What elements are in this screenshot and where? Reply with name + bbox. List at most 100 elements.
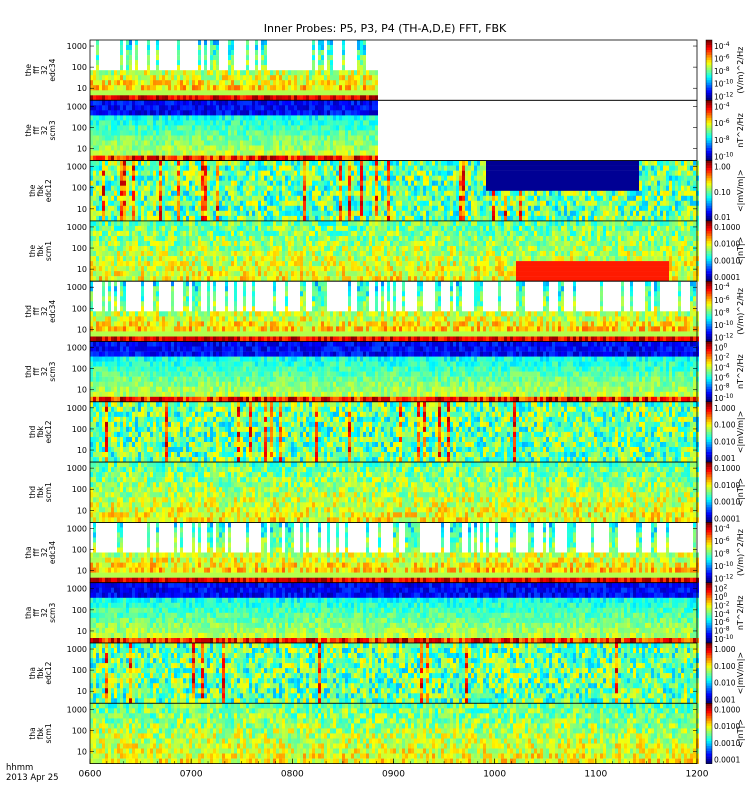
heatmap-thd_fff_32_edc34 xyxy=(90,281,699,342)
colorbar-tick-label: 10-8 xyxy=(714,383,730,393)
y-tick-label: 100 xyxy=(72,726,87,735)
y-axis-label-tha_fff_32_scm3: tha fff 32 scm3 xyxy=(24,603,57,623)
colorbar-tick-label: 0.0001 xyxy=(714,514,740,523)
colorbar-unit-label: (V/m)^2/Hz xyxy=(736,288,745,335)
colorbar-tick-label: 0.100 xyxy=(714,421,736,430)
heatmap-thd_fff_32_scm3 xyxy=(90,342,699,403)
y-axis-label-the_fff_32_edc34: the fff 32 edc34 xyxy=(24,58,57,81)
y-tick-label: 10 xyxy=(77,205,87,214)
colorbar-tick-label: 0.010 xyxy=(714,679,736,688)
colorbar-tick-label: 0.010 xyxy=(714,437,736,446)
colorbar-tick-label: 1.00 xyxy=(714,163,731,172)
heatmap-tha_fff_32_edc34 xyxy=(90,522,699,583)
colorbar-tick-label: 10-10 xyxy=(714,79,734,89)
colorbar-tick-label: 0.001 xyxy=(714,454,736,463)
y-tick-label: 1000 xyxy=(67,464,87,473)
colorbar-tick-label: 100 xyxy=(714,343,728,353)
y-tick-label: 10 xyxy=(77,84,87,93)
y-tick-label: 1000 xyxy=(67,344,87,353)
y-tick-label: 100 xyxy=(72,606,87,615)
y-tick-label: 10 xyxy=(77,627,87,636)
x-axis-label: hhmm xyxy=(6,763,33,773)
colorbar-tick-label: 10-12 xyxy=(714,333,734,343)
y-axis-label-the_fbk_edc12: the fbk edc12 xyxy=(28,179,53,202)
y-tick-label: 1000 xyxy=(67,705,87,714)
colorbar-tick-label: 10-4 xyxy=(714,363,730,373)
colorbar-tick-label: 0.0001 xyxy=(714,756,740,765)
y-axis-label-part: scm3 xyxy=(48,603,57,623)
figure-title: Inner Probes: P5, P3, P4 (TH-A,D,E) FFT,… xyxy=(264,22,507,35)
y-tick-label: 10 xyxy=(77,386,87,395)
y-tick-label: 100 xyxy=(72,546,87,555)
y-axis-label-part: edc34 xyxy=(48,58,57,81)
y-axis-label-thd_fff_32_edc34: thd fff 32 edc34 xyxy=(24,300,57,323)
colorbar-tick-label: 0.01 xyxy=(714,213,731,222)
colorbar-unit-label: (V/m)^2/Hz xyxy=(736,529,745,576)
colorbar-tick-label: 0.0001 xyxy=(714,273,740,282)
y-tick-label: 1000 xyxy=(67,524,87,533)
y-tick-label: 1000 xyxy=(67,585,87,594)
colorbar-tick-label: 10-12 xyxy=(714,574,734,584)
y-tick-label: 10 xyxy=(77,506,87,515)
y-axis-label-part: scm1 xyxy=(44,241,53,261)
y-axis-label-part: edc12 xyxy=(44,420,53,443)
y-tick-label: 10 xyxy=(77,748,87,757)
colorbar-tick-label: 10-6 xyxy=(714,295,730,305)
y-axis-label-part: edc12 xyxy=(44,179,53,202)
colorbar-unit-label: nT^2/Hz xyxy=(736,113,745,148)
heatmap-the_fff_32_scm3 xyxy=(90,100,378,161)
colorbar-tick-label: 0.1000 xyxy=(714,464,740,473)
y-tick-label: 1000 xyxy=(67,223,87,232)
y-axis-label-thd_fbk_scm1: thd fbk scm1 xyxy=(28,482,53,502)
colorbar-tick-label: 10-2 xyxy=(714,353,730,363)
colorbar-tick-label: 10-8 xyxy=(714,135,730,145)
colorbar-the_fbk_edc12: 1.000.100.01<|mV/m|> xyxy=(706,161,745,222)
colorbar-tick-label: 10-8 xyxy=(714,307,730,317)
y-axis-label-part: edc12 xyxy=(44,661,53,684)
colorbar-tick-label: 0.10 xyxy=(714,188,731,197)
x-tick-label: 1000 xyxy=(483,770,506,780)
colorbar-tick-label: 0.100 xyxy=(714,662,736,671)
y-tick-label: 10 xyxy=(77,567,87,576)
heatmap-tha_fff_32_scm3 xyxy=(90,583,699,644)
x-tick-label: 0900 xyxy=(382,770,405,780)
y-tick-label: 1000 xyxy=(67,163,87,172)
y-tick-label: 100 xyxy=(72,304,87,313)
y-tick-label: 10 xyxy=(77,687,87,696)
y-axis-label-part: scm1 xyxy=(44,482,53,502)
colorbar-tick-label: 10-12 xyxy=(714,91,734,101)
y-axis-label-tha_fff_32_edc34: tha fff 32 edc34 xyxy=(24,541,57,564)
colorbar-tick-label: 10-10 xyxy=(714,393,734,403)
y-tick-label: 100 xyxy=(72,244,87,253)
colorbar-unit-label: <|mV/m|> xyxy=(736,652,745,695)
y-tick-label: 100 xyxy=(72,485,87,494)
colorbar-tick-label: 10-6 xyxy=(714,54,730,64)
colorbar-tick-label: 0.001 xyxy=(714,695,736,704)
colorbar-unit-label: (V/m)^2/Hz xyxy=(736,47,745,94)
colorbar-tick-label: 10-6 xyxy=(714,536,730,546)
colorbar-tick-label: 0.1000 xyxy=(714,705,740,714)
colorbar-tick-label: 10-6 xyxy=(714,118,730,128)
heatmap-thd_fbk_scm1 xyxy=(90,462,699,523)
colorbar-tick-label: 0.1000 xyxy=(714,223,740,232)
heatmap-tha_fbk_scm1 xyxy=(90,703,699,764)
colorbar-tick-label: 1.000 xyxy=(714,404,736,413)
colorbar-tick-label: 10-10 xyxy=(714,320,734,330)
colorbar-tick-label: 10-4 xyxy=(714,41,730,51)
y-axis-label-the_fff_32_scm3: the fff 32 scm3 xyxy=(24,120,57,140)
